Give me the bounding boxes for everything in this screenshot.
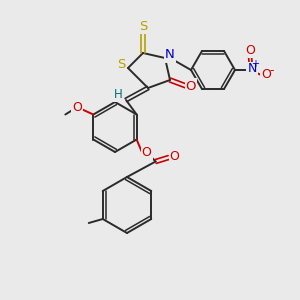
Text: O: O bbox=[170, 150, 180, 163]
Text: +: + bbox=[251, 59, 259, 69]
Text: O: O bbox=[245, 44, 255, 56]
Text: S: S bbox=[139, 20, 147, 32]
Text: N: N bbox=[247, 62, 257, 76]
Text: N: N bbox=[165, 49, 175, 62]
Text: O: O bbox=[186, 80, 196, 92]
Text: S: S bbox=[117, 58, 125, 71]
Text: H: H bbox=[114, 88, 122, 101]
Text: O: O bbox=[142, 146, 152, 159]
Text: O: O bbox=[72, 101, 82, 114]
Text: -: - bbox=[270, 64, 274, 77]
Text: O: O bbox=[261, 68, 271, 82]
